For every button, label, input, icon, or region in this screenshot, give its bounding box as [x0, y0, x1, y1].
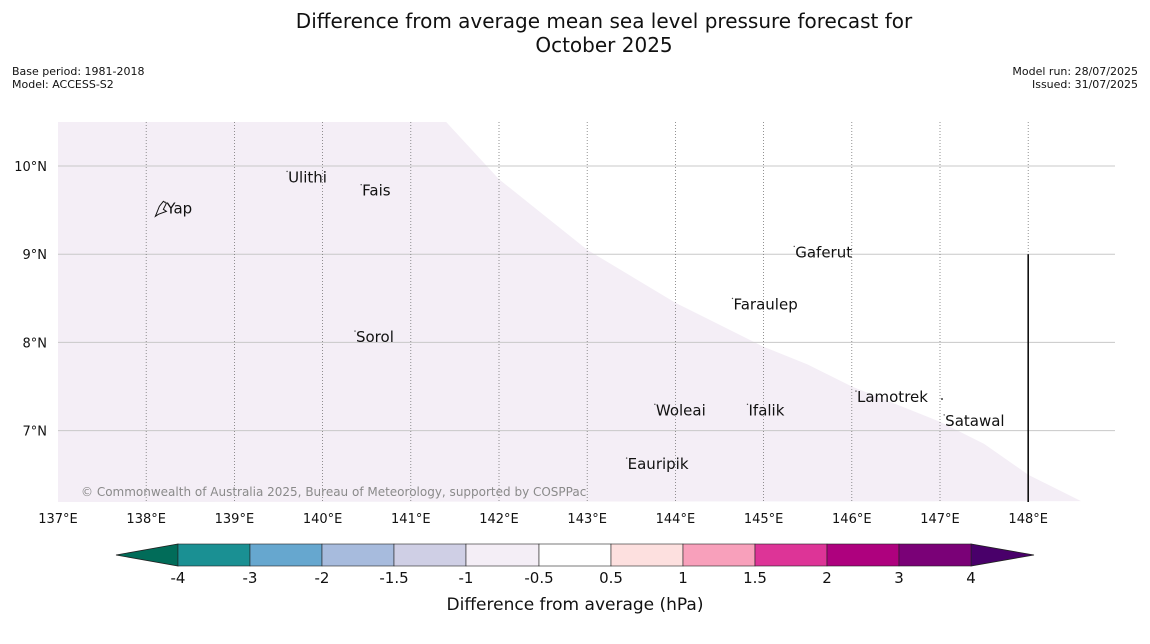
- lon-tick-label: 141°E: [391, 512, 431, 527]
- island-dot: [625, 457, 628, 459]
- colorbar-tick-label: -1: [459, 569, 474, 587]
- colorbar-segment: [249, 543, 323, 567]
- island-dot: [354, 330, 356, 332]
- issued-date: Issued: 31/07/2025: [1031, 78, 1138, 91]
- base-period: Base period: 1981-2018: [12, 65, 145, 78]
- lat-tick-label: 8°N: [23, 336, 48, 351]
- lat-tick-label: 9°N: [23, 248, 48, 263]
- island-dot: [360, 183, 362, 186]
- meta-left: Base period: 1981-2018 Model: ACCESS-S2: [12, 65, 144, 91]
- copyright-text: © Commonwealth of Australia 2025, Bureau…: [81, 485, 586, 499]
- colorbar-segment: [321, 543, 395, 567]
- colorbar-tick-label: -0.5: [524, 569, 553, 587]
- colorbar: -4 -3 -2 -1.5 -1 -0.5 0.5 1 1.5 2 3 4: [115, 543, 1035, 587]
- map-area: 10°N 9°N 8°N 7°N 137°E 138°E 139°E 140°E 141°E 14…: [14, 121, 1115, 527]
- colorbar-segment: [754, 543, 828, 567]
- island-dot: [941, 398, 943, 400]
- model-name: Model: ACCESS-S2: [12, 78, 114, 91]
- map-title-line2: October 2025: [535, 33, 673, 57]
- colorbar-segment: [538, 543, 612, 567]
- island-dot: [654, 403, 656, 406]
- model-run: Model run: 28/07/2025: [1012, 65, 1138, 78]
- place-label: Eauripik: [628, 455, 689, 473]
- colorbar-tick-label: -2: [315, 569, 330, 587]
- lon-tick-label: 146°E: [832, 512, 872, 527]
- colorbar-tick-label: 1: [678, 569, 688, 587]
- place-label: Fais: [362, 182, 391, 200]
- island-dot: [731, 297, 734, 300]
- lat-tick-label: 7°N: [23, 425, 48, 440]
- place-label: Woleai: [656, 401, 706, 419]
- colorbar-label: Difference from average (hPa): [447, 595, 704, 615]
- place-label: Ulithi: [288, 168, 327, 186]
- place-label: Ifalik: [748, 401, 784, 419]
- lon-tick-label: 137°E: [38, 512, 78, 527]
- lon-tick-label: 142°E: [479, 512, 519, 527]
- island-dot: [164, 201, 167, 204]
- lon-tick-label: 148°E: [1008, 512, 1048, 527]
- lon-tick-label: 145°E: [744, 512, 784, 527]
- island-dot: [746, 403, 749, 406]
- colorbar-extend-high: [970, 543, 1035, 567]
- island-dot: [793, 245, 795, 248]
- map-title-line1: Difference from average mean sea level p…: [295, 9, 913, 33]
- map-title: Difference from average mean sea level p…: [0, 9, 1150, 57]
- lon-tick-label: 143°E: [567, 512, 607, 527]
- colorbar-tick-label: -1.5: [379, 569, 408, 587]
- colorbar-tick-label: 4: [966, 569, 976, 587]
- colorbar-tick-label: 1.5: [743, 569, 767, 587]
- colorbar-segment: [393, 543, 467, 567]
- colorbar-segment: [682, 543, 756, 567]
- lon-tick-label: 147°E: [920, 512, 960, 527]
- colorbar-tick-label: -3: [243, 569, 258, 587]
- lon-tick-label: 138°E: [126, 512, 166, 527]
- anomaly-region: [58, 121, 1082, 503]
- colorbar-segment: [610, 543, 684, 567]
- island-dot: [855, 390, 857, 392]
- colorbar-segment: [898, 543, 972, 567]
- place-label: Gaferut: [795, 243, 852, 261]
- place-label: Lamotrek: [857, 388, 928, 406]
- lon-tick-label: 144°E: [656, 512, 696, 527]
- colorbar-segment: [465, 543, 540, 567]
- colorbar-extend-low: [115, 543, 179, 567]
- lon-tick-label: 140°E: [303, 512, 343, 527]
- yap-island: [154, 200, 168, 218]
- island-dot: [943, 414, 945, 416]
- lon-tick-label: 139°E: [215, 512, 255, 527]
- island-dot: [286, 170, 288, 173]
- lat-tick-label: 10°N: [14, 160, 47, 175]
- place-label: Satawal: [945, 412, 1004, 430]
- colorbar-tick-label: 0.5: [599, 569, 623, 587]
- colorbar-segment: [177, 543, 251, 567]
- meta-right: Model run: 28/07/2025 Issued: 31/07/2025: [1012, 65, 1138, 91]
- colorbar-tick-label: -4: [171, 569, 186, 587]
- place-label: Sorol: [356, 328, 394, 346]
- place-label: Faraulep: [733, 295, 797, 313]
- colorbar-tick-label: 3: [894, 569, 904, 587]
- colorbar-segment: [826, 543, 900, 567]
- place-label: Yap: [165, 199, 192, 217]
- colorbar-tick-label: 2: [822, 569, 832, 587]
